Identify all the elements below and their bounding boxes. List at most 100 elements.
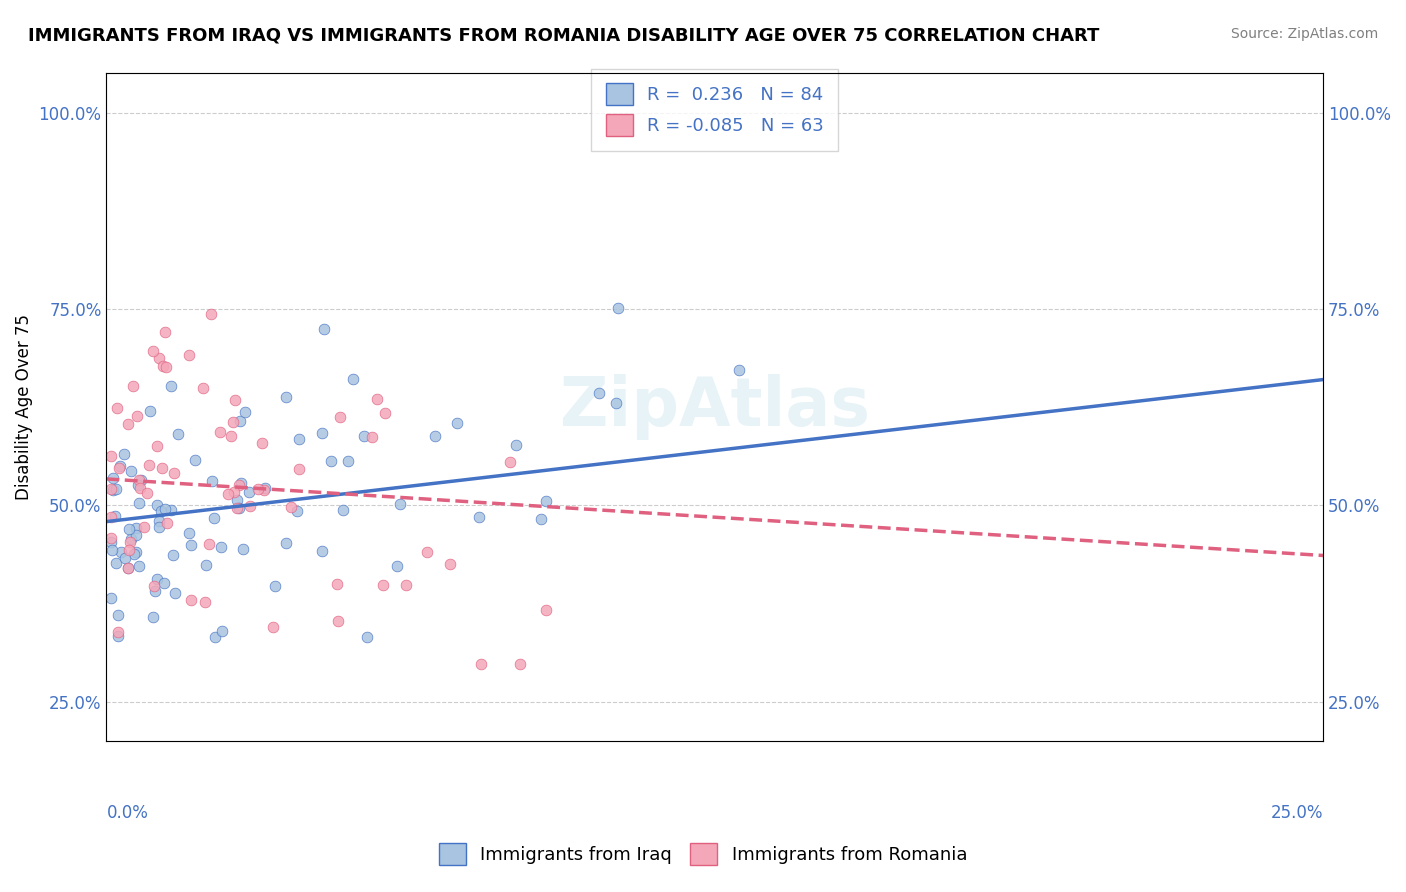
Point bbox=[200, 307, 222, 321]
Point bbox=[145, 499, 167, 513]
Point bbox=[152, 359, 174, 373]
Point bbox=[117, 561, 139, 575]
Point bbox=[342, 372, 364, 386]
Point bbox=[353, 429, 375, 443]
Point bbox=[184, 453, 207, 467]
Point bbox=[605, 396, 627, 410]
Point bbox=[142, 343, 165, 358]
Point bbox=[209, 540, 232, 554]
Point bbox=[416, 545, 439, 559]
Point bbox=[101, 483, 124, 497]
Point bbox=[285, 504, 308, 518]
Point bbox=[150, 461, 173, 475]
Point bbox=[142, 610, 165, 624]
Point bbox=[201, 474, 224, 488]
Point bbox=[534, 603, 557, 617]
Point bbox=[105, 401, 128, 415]
Point bbox=[100, 542, 122, 557]
Point bbox=[117, 561, 139, 575]
Point bbox=[180, 538, 202, 552]
Point bbox=[149, 503, 172, 517]
Point bbox=[202, 510, 225, 524]
Text: Source: ZipAtlas.com: Source: ZipAtlas.com bbox=[1230, 27, 1378, 41]
Point bbox=[446, 417, 468, 431]
Point bbox=[439, 558, 461, 572]
Point bbox=[360, 430, 382, 444]
Point bbox=[325, 576, 347, 591]
Point bbox=[100, 449, 122, 463]
Point bbox=[328, 614, 350, 628]
Point bbox=[356, 630, 378, 644]
Point bbox=[107, 628, 129, 642]
Point bbox=[156, 516, 179, 531]
Point bbox=[224, 393, 246, 408]
Point bbox=[107, 624, 129, 639]
Point bbox=[163, 585, 186, 599]
Point bbox=[329, 410, 352, 425]
Point bbox=[226, 493, 249, 508]
Point bbox=[217, 487, 239, 501]
Point bbox=[143, 579, 166, 593]
Point bbox=[138, 458, 160, 473]
Point bbox=[160, 379, 183, 393]
Point bbox=[287, 433, 309, 447]
Point bbox=[146, 439, 169, 453]
Point bbox=[107, 608, 129, 623]
Point bbox=[162, 548, 184, 562]
Point bbox=[155, 360, 177, 375]
Point bbox=[222, 484, 245, 499]
Point bbox=[104, 509, 127, 524]
Point bbox=[118, 543, 141, 558]
Point bbox=[238, 485, 260, 500]
Point bbox=[470, 657, 492, 671]
Point bbox=[121, 379, 143, 393]
Point bbox=[167, 427, 190, 442]
Point bbox=[221, 415, 243, 429]
Point bbox=[425, 428, 447, 442]
Point bbox=[311, 426, 333, 441]
Point bbox=[153, 502, 176, 516]
Point bbox=[105, 483, 128, 497]
Point bbox=[114, 550, 136, 565]
Point bbox=[105, 556, 128, 570]
Point bbox=[534, 493, 557, 508]
Point bbox=[110, 545, 132, 559]
Point bbox=[211, 624, 233, 639]
Point bbox=[117, 417, 139, 431]
Point bbox=[311, 544, 333, 558]
Point bbox=[132, 520, 155, 534]
Point bbox=[229, 476, 252, 491]
Point bbox=[128, 473, 150, 487]
Point bbox=[153, 326, 176, 340]
Point bbox=[129, 481, 152, 495]
Point bbox=[371, 578, 394, 592]
Text: 0.0%: 0.0% bbox=[107, 804, 148, 822]
Point bbox=[197, 537, 219, 551]
Point bbox=[288, 462, 311, 476]
Point bbox=[607, 301, 630, 316]
Point bbox=[239, 499, 262, 513]
Point bbox=[529, 512, 551, 526]
Point bbox=[246, 482, 269, 496]
Point bbox=[195, 558, 218, 573]
Point bbox=[193, 381, 215, 395]
Point bbox=[232, 542, 254, 557]
Point bbox=[108, 458, 131, 473]
Text: 25.0%: 25.0% bbox=[1271, 804, 1323, 822]
Point bbox=[143, 583, 166, 598]
Text: IMMIGRANTS FROM IRAQ VS IMMIGRANTS FROM ROMANIA DISABILITY AGE OVER 75 CORRELATI: IMMIGRANTS FROM IRAQ VS IMMIGRANTS FROM … bbox=[28, 27, 1099, 45]
Point bbox=[127, 409, 149, 423]
Point bbox=[233, 405, 256, 419]
Point bbox=[100, 531, 122, 545]
Point bbox=[263, 579, 285, 593]
Point bbox=[163, 466, 186, 480]
Point bbox=[204, 631, 226, 645]
Point bbox=[276, 390, 298, 404]
Point bbox=[120, 465, 142, 479]
Point bbox=[221, 429, 243, 443]
Point bbox=[385, 558, 408, 573]
Point bbox=[252, 435, 274, 450]
Text: ZipAtlas: ZipAtlas bbox=[560, 374, 870, 440]
Point bbox=[125, 545, 148, 559]
Point bbox=[395, 578, 418, 592]
